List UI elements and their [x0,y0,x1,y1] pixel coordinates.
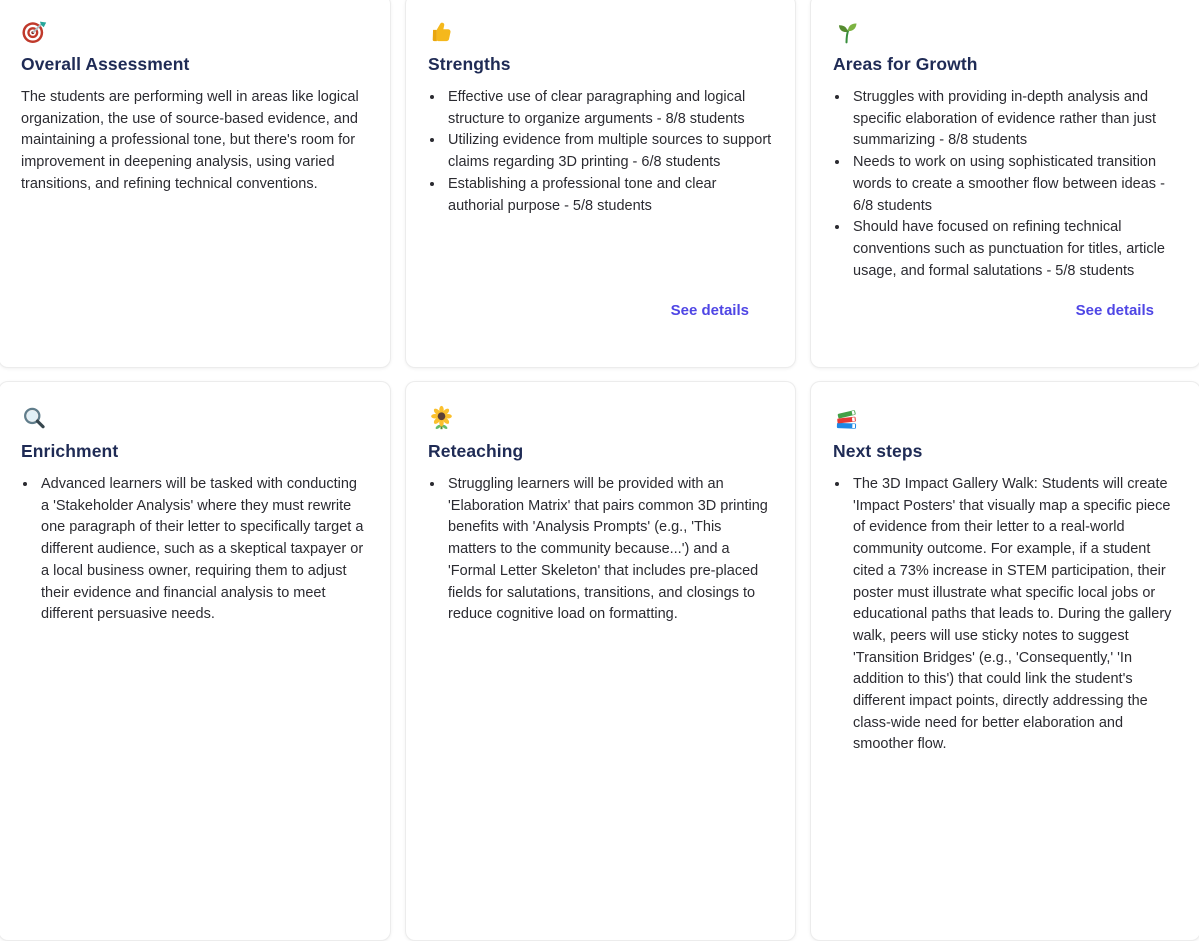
target-icon [21,18,48,45]
card-title: Strengths [428,54,511,74]
card-paragraph: The students are performing well in area… [21,89,359,192]
card-title: Enrichment [21,441,119,461]
bullet-item: Utilizing evidence from multiple sources… [445,130,773,173]
books-icon [833,405,860,432]
bullet-item: Effective use of clear paragraphing and … [445,87,773,130]
bullet-item: The 3D Impact Gallery Walk: Students wil… [850,474,1178,756]
bullet-item: Struggling learners will be provided wit… [445,474,773,626]
see-details-link[interactable]: See details [1075,302,1154,319]
magnifier-icon [21,405,48,432]
thumbs-up-icon [428,18,455,45]
bullet-item: Needs to work on using sophisticated tra… [850,152,1178,217]
card-areas-for-growth: Areas for Growth Struggles with providin… [810,0,1199,368]
card-next-steps: Next steps The 3D Impact Gallery Walk: S… [810,381,1199,941]
card-title: Reteaching [428,441,524,461]
card-reteaching: Reteaching Struggling learners will be p… [405,381,796,941]
card-title: Areas for Growth [833,54,978,74]
bullet-list: Struggling learners will be provided wit… [428,474,773,626]
seedling-icon [833,18,860,45]
bullet-list: Effective use of clear paragraphing and … [428,87,773,217]
card-enrichment: Enrichment Advanced learners will be tas… [0,381,391,941]
bullet-item: Should have focused on refining technica… [850,217,1178,282]
bullet-item: Struggles with providing in-depth analys… [850,87,1178,152]
card-overall-assessment: Overall Assessment The students are perf… [0,0,391,368]
bullet-item: Establishing a professional tone and cle… [445,174,773,217]
sunflower-icon [428,405,455,432]
bullet-list: The 3D Impact Gallery Walk: Students wil… [833,474,1178,756]
bullet-item: Advanced learners will be tasked with co… [38,474,368,626]
card-title: Next steps [833,441,923,461]
card-strengths: Strengths Effective use of clear paragra… [405,0,796,368]
bullet-list: Advanced learners will be tasked with co… [21,474,368,626]
bullet-list: Struggles with providing in-depth analys… [833,87,1178,282]
see-details-link[interactable]: See details [670,302,749,319]
card-title: Overall Assessment [21,54,190,74]
